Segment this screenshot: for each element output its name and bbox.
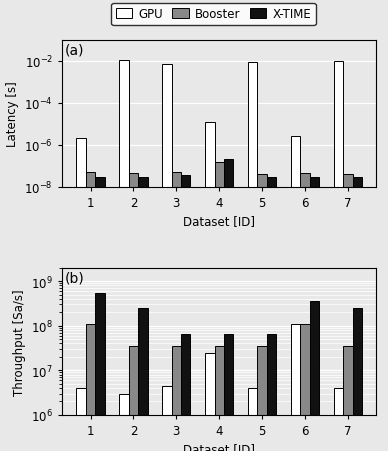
- Bar: [205, 353, 215, 451]
- Bar: [291, 137, 300, 451]
- Bar: [291, 324, 300, 451]
- Bar: [86, 173, 95, 451]
- Bar: [353, 177, 362, 451]
- Bar: [353, 308, 362, 451]
- Bar: [334, 388, 343, 451]
- Bar: [171, 346, 181, 451]
- Legend: GPU, Booster, X-TIME: GPU, Booster, X-TIME: [111, 4, 316, 26]
- X-axis label: Dataset [ID]: Dataset [ID]: [183, 215, 255, 228]
- Text: (a): (a): [65, 44, 85, 57]
- Bar: [138, 177, 147, 451]
- Bar: [257, 175, 267, 451]
- Text: (b): (b): [65, 271, 85, 285]
- Bar: [86, 324, 95, 451]
- Bar: [119, 394, 129, 451]
- Bar: [181, 334, 191, 451]
- Bar: [310, 177, 319, 451]
- Bar: [162, 65, 171, 451]
- X-axis label: Dataset [ID]: Dataset [ID]: [183, 442, 255, 451]
- Bar: [171, 173, 181, 451]
- Bar: [215, 163, 224, 451]
- Bar: [215, 346, 224, 451]
- Bar: [224, 334, 233, 451]
- Bar: [138, 308, 147, 451]
- Y-axis label: Latency [s]: Latency [s]: [6, 81, 19, 147]
- Bar: [343, 175, 353, 451]
- Bar: [267, 334, 276, 451]
- Bar: [162, 386, 171, 451]
- Bar: [129, 174, 138, 451]
- Bar: [95, 177, 105, 451]
- Bar: [95, 293, 105, 451]
- Bar: [334, 61, 343, 451]
- Bar: [300, 324, 310, 451]
- Bar: [76, 388, 86, 451]
- Bar: [343, 346, 353, 451]
- Bar: [248, 63, 257, 451]
- Bar: [267, 177, 276, 451]
- Bar: [119, 61, 129, 451]
- Bar: [257, 346, 267, 451]
- Bar: [205, 123, 215, 451]
- Bar: [310, 302, 319, 451]
- Bar: [300, 174, 310, 451]
- Y-axis label: Throughput [Sa/s]: Throughput [Sa/s]: [13, 288, 26, 395]
- Bar: [224, 160, 233, 451]
- Bar: [181, 176, 191, 451]
- Bar: [129, 346, 138, 451]
- Bar: [248, 388, 257, 451]
- Bar: [76, 139, 86, 451]
